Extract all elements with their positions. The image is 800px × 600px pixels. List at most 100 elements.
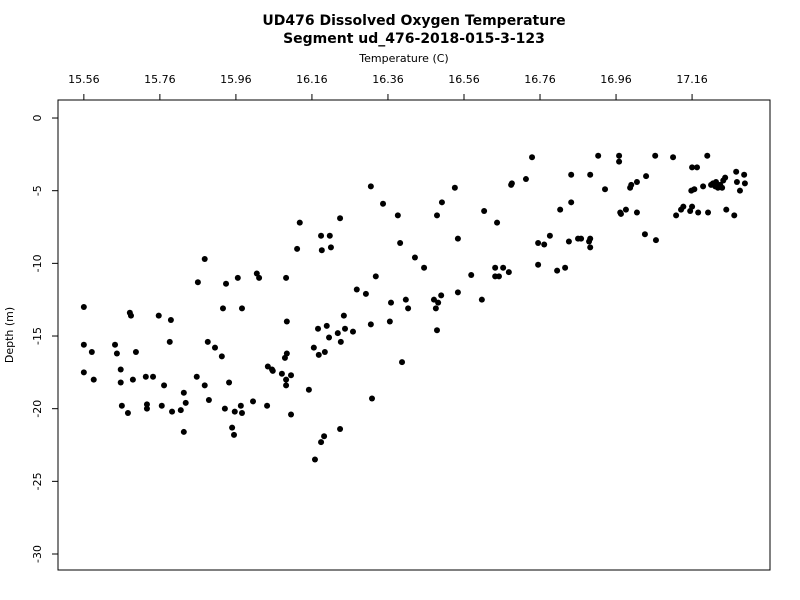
point	[155, 312, 162, 319]
point	[495, 273, 502, 280]
point	[142, 373, 149, 380]
point	[402, 296, 409, 303]
point	[288, 372, 295, 379]
point	[535, 240, 542, 247]
x-tick-label: 16.76	[524, 73, 556, 86]
point	[234, 274, 241, 281]
point	[405, 305, 412, 312]
point	[204, 338, 211, 345]
point	[421, 264, 428, 271]
point	[622, 206, 629, 213]
point	[80, 303, 87, 310]
point	[311, 456, 318, 463]
point	[337, 426, 344, 433]
point	[587, 235, 594, 242]
point	[689, 203, 696, 210]
point	[695, 209, 702, 216]
point	[288, 411, 295, 418]
point	[616, 158, 623, 165]
point	[229, 424, 236, 431]
y-tick-label: -15	[31, 327, 44, 345]
point	[670, 154, 677, 161]
point	[315, 351, 322, 358]
point	[557, 206, 564, 213]
point	[269, 367, 276, 374]
point	[505, 269, 512, 276]
point	[367, 321, 374, 328]
point	[733, 168, 740, 175]
point	[169, 408, 176, 415]
point	[394, 212, 401, 219]
point	[201, 382, 208, 389]
point	[334, 330, 341, 337]
point	[166, 338, 173, 345]
point	[340, 312, 347, 319]
point	[318, 247, 325, 254]
point	[88, 349, 95, 356]
point	[628, 181, 635, 188]
point	[326, 334, 333, 341]
point	[713, 178, 720, 185]
point	[522, 176, 529, 183]
point	[541, 241, 548, 248]
point	[529, 154, 536, 161]
point	[132, 349, 139, 356]
point	[500, 264, 507, 271]
point	[219, 305, 226, 312]
point	[326, 232, 333, 239]
point	[633, 209, 640, 216]
point	[194, 279, 201, 286]
point	[673, 212, 680, 219]
point	[430, 296, 437, 303]
x-tick-label: 16.36	[372, 73, 404, 86]
point	[182, 399, 189, 406]
x-tick-label: 16.96	[600, 73, 632, 86]
point	[535, 261, 542, 268]
point	[318, 439, 325, 446]
point	[177, 407, 184, 414]
point	[568, 171, 575, 178]
point	[113, 350, 120, 357]
point	[205, 396, 212, 403]
y-tick-label: 0	[31, 115, 44, 122]
point	[689, 164, 696, 171]
point	[231, 408, 238, 415]
point	[494, 219, 501, 226]
point	[90, 376, 97, 383]
point	[180, 428, 187, 435]
point	[129, 376, 136, 383]
x-tick-label: 16.16	[296, 73, 328, 86]
point	[722, 174, 729, 181]
point	[562, 264, 569, 271]
point	[143, 401, 150, 408]
point	[238, 410, 245, 417]
point	[602, 186, 609, 193]
point	[327, 244, 334, 251]
point	[388, 299, 395, 306]
point	[438, 292, 445, 299]
point	[180, 389, 187, 396]
point	[264, 363, 271, 370]
point	[226, 379, 233, 386]
point	[158, 402, 165, 409]
point	[587, 244, 594, 251]
point	[704, 152, 711, 159]
point	[124, 410, 131, 417]
point	[367, 183, 374, 190]
point	[700, 183, 707, 190]
point	[478, 296, 485, 303]
y-tick-label: -5	[31, 185, 44, 196]
point	[211, 344, 218, 351]
point	[250, 398, 257, 405]
y-tick-label: -25	[31, 472, 44, 490]
point	[411, 254, 418, 261]
point	[454, 289, 461, 296]
point	[731, 212, 738, 219]
point	[595, 152, 602, 159]
point	[554, 267, 561, 274]
x-tick-label: 15.56	[68, 73, 100, 86]
point	[372, 273, 379, 280]
point	[652, 152, 659, 159]
point	[741, 171, 748, 178]
